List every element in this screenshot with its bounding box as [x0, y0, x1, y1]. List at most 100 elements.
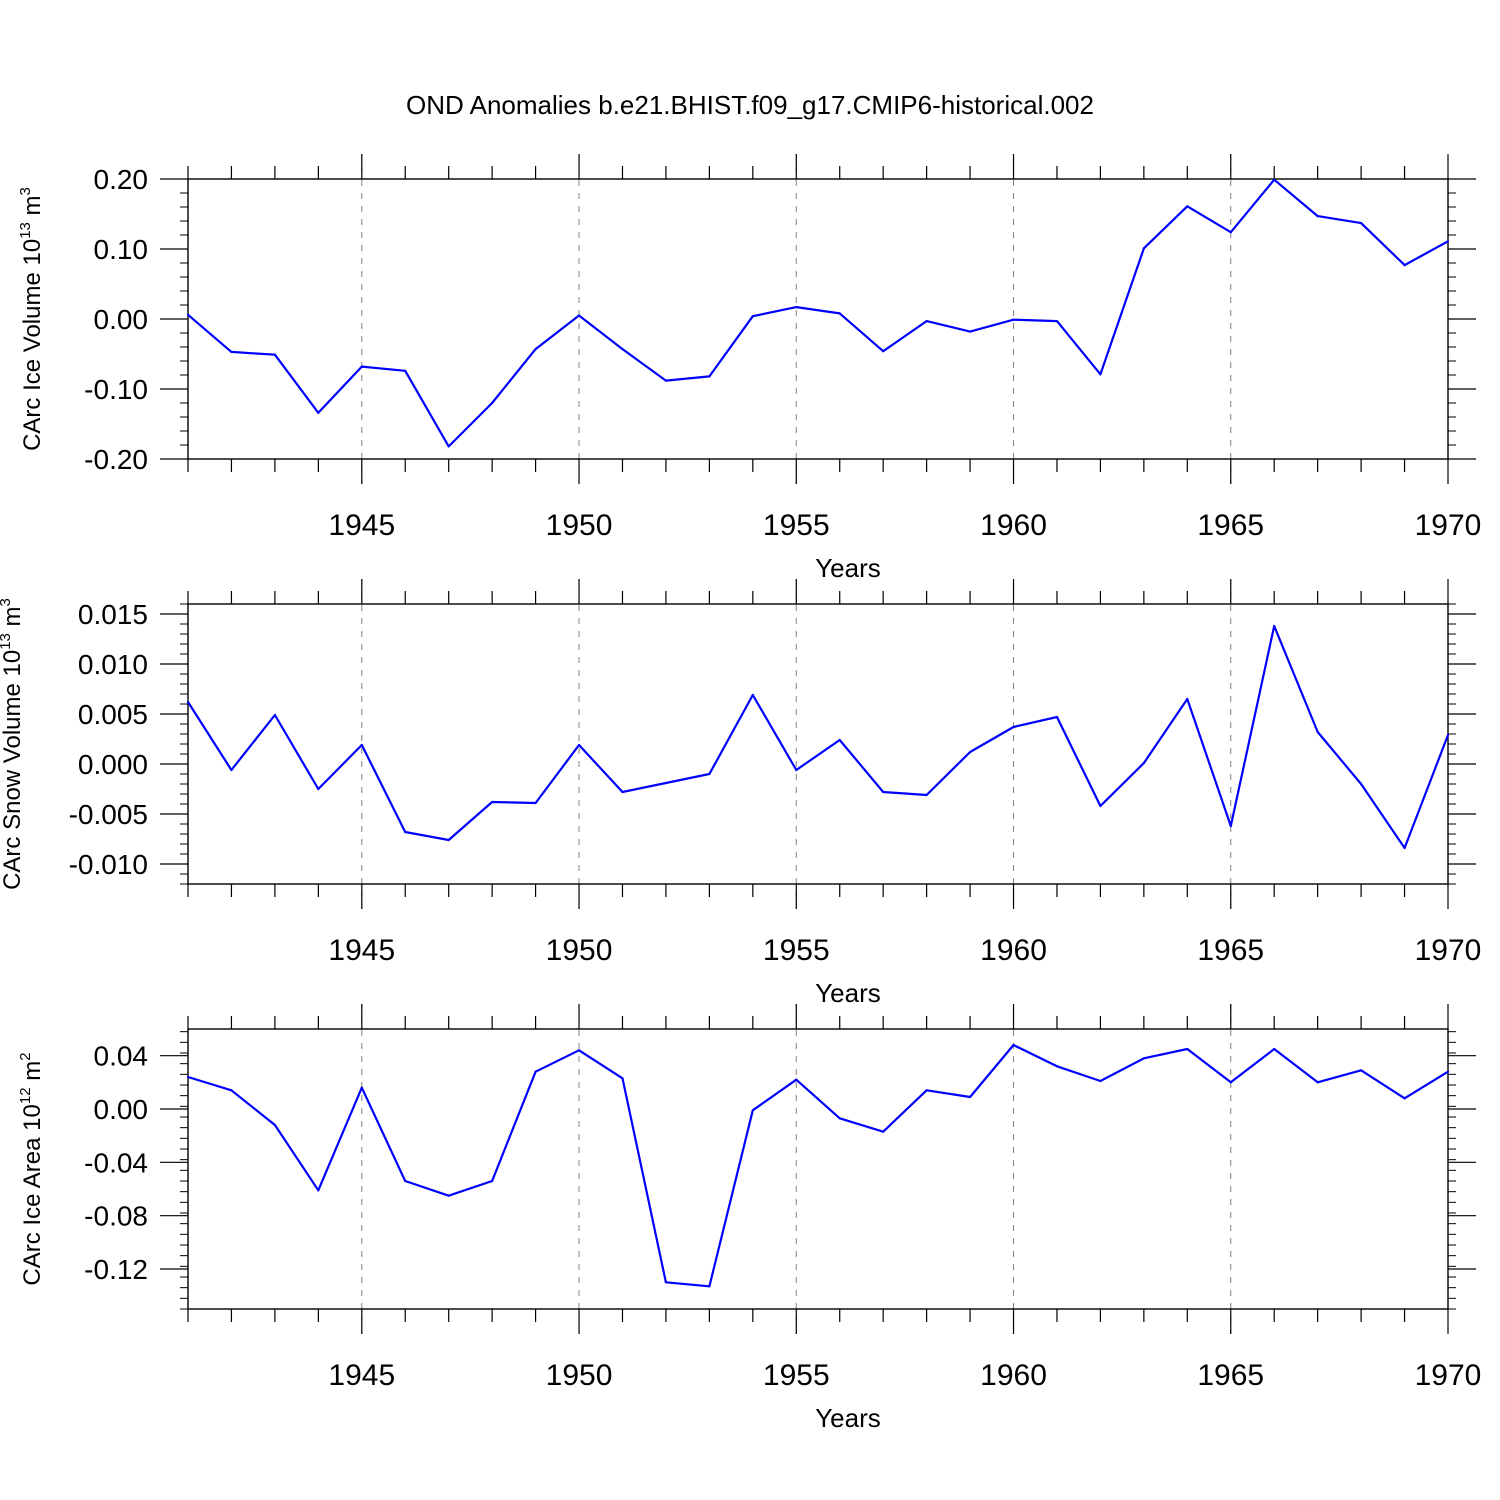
data-point	[273, 713, 276, 717]
y-axis-label: CArc Snow Volume 1013 m3	[0, 598, 26, 890]
data-point	[447, 838, 450, 842]
data-point	[1055, 715, 1059, 719]
data-point	[664, 781, 668, 785]
data-point	[1316, 730, 1319, 734]
data-point	[1273, 1047, 1276, 1051]
data-point	[1012, 318, 1015, 321]
data-point	[1186, 697, 1189, 701]
data-point	[1446, 1070, 1450, 1073]
y-tick-label: -0.005	[69, 799, 148, 830]
data-point	[273, 353, 276, 356]
data-point	[925, 320, 928, 323]
data-point	[491, 1179, 494, 1183]
data-point	[1403, 846, 1406, 850]
data-point	[230, 350, 233, 353]
data-point	[230, 768, 233, 772]
x-tick-label: 1960	[980, 934, 1047, 967]
data-point	[621, 348, 624, 351]
data-point	[751, 315, 754, 318]
data-point	[186, 313, 190, 316]
data-point	[1012, 1043, 1015, 1047]
data-point	[186, 700, 190, 704]
data-point	[751, 1109, 754, 1112]
x-tick-label: 1945	[328, 934, 395, 967]
y-axis-label: CArc Ice Volume 1013 m3	[17, 187, 46, 451]
data-point	[186, 1075, 190, 1079]
data-point	[317, 1189, 320, 1192]
figure-title: OND Anomalies b.e21.BHIST.f09_g17.CMIP6-…	[406, 90, 1094, 120]
data-point	[882, 350, 885, 353]
y-tick-label: 0.00	[94, 1094, 149, 1125]
x-tick-label: 1950	[546, 509, 613, 542]
data-point	[664, 1281, 668, 1284]
data-point	[882, 790, 885, 794]
series-line	[187, 178, 1449, 448]
y-tick-label: -0.10	[84, 374, 148, 405]
data-point	[404, 1179, 407, 1183]
data-point	[621, 790, 624, 794]
y-tick-label: -0.20	[84, 444, 148, 475]
x-tick-label: 1970	[1415, 509, 1482, 542]
data-point	[751, 693, 754, 697]
y-tick-label: 0.04	[94, 1041, 149, 1072]
chart-panels: 1945 1950 1955 1960 1965 1970 -0.20 -0.10 0.00 0.…	[0, 154, 1481, 1433]
data-point	[1229, 1081, 1232, 1084]
x-tick-label: 1950	[546, 934, 613, 967]
data-point	[1142, 247, 1145, 250]
data-point	[1186, 205, 1189, 208]
data-point	[491, 800, 494, 804]
data-point	[795, 306, 798, 309]
x-tick-label: 1945	[328, 1359, 395, 1392]
data-point	[838, 1117, 841, 1120]
x-tick-label: 1950	[546, 1359, 613, 1392]
data-point	[1186, 1047, 1189, 1051]
data-point	[1099, 804, 1102, 808]
y-tick-label: -0.010	[69, 849, 148, 880]
y-tick-label: 0.20	[94, 164, 149, 195]
data-point	[273, 1123, 276, 1127]
data-point	[925, 793, 928, 797]
data-point	[621, 1077, 624, 1080]
data-point	[1360, 222, 1363, 225]
data-point	[1012, 725, 1015, 729]
data-point	[1142, 761, 1145, 765]
data-point	[795, 1078, 798, 1081]
data-point	[968, 330, 972, 333]
data-point	[1229, 824, 1232, 828]
data-point	[1403, 1097, 1406, 1100]
y-tick-label: 0.00	[94, 304, 149, 335]
x-tick-label: 1970	[1415, 934, 1482, 967]
x-axis-label: Years	[815, 978, 881, 1008]
y-tick-label: -0.04	[84, 1147, 148, 1178]
data-point	[708, 375, 711, 378]
data-point	[925, 1089, 928, 1092]
x-tick-label: 1960	[980, 1359, 1047, 1392]
data-point	[968, 750, 972, 754]
x-tick-label: 1960	[980, 509, 1047, 542]
y-tick-label: 0.10	[94, 234, 149, 265]
data-point	[664, 379, 668, 382]
data-point	[230, 1089, 233, 1092]
y-tick-label: 0.010	[78, 649, 148, 680]
data-point	[577, 314, 581, 317]
data-point	[1446, 240, 1450, 243]
data-point	[708, 772, 711, 776]
panel-2: 1945 1950 1955 1960 1965 1970 -0.010 -0.005 0.00…	[0, 579, 1481, 1008]
data-point	[491, 401, 494, 405]
data-point	[1273, 624, 1276, 628]
x-tick-label: 1945	[328, 509, 395, 542]
data-point	[968, 1095, 972, 1099]
data-point	[577, 1049, 581, 1052]
y-tick-label: -0.12	[84, 1254, 148, 1285]
x-tick-label: 1955	[763, 1359, 830, 1392]
data-point	[1099, 1079, 1102, 1083]
data-point	[1099, 373, 1102, 376]
x-tick-label: 1955	[763, 934, 830, 967]
x-tick-label: 1955	[763, 509, 830, 542]
data-point	[1360, 782, 1363, 786]
data-point	[838, 738, 841, 742]
data-point	[1229, 231, 1232, 234]
data-point	[708, 1285, 711, 1288]
